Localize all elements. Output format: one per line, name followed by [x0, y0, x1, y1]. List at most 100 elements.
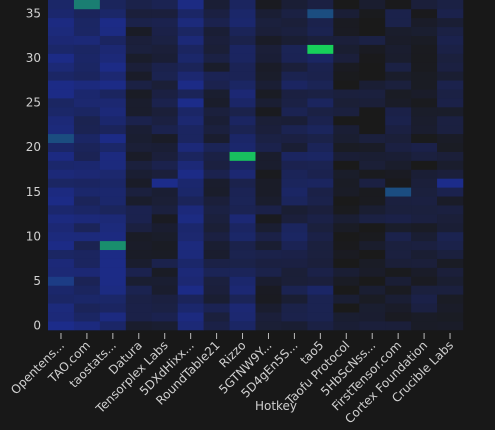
heatmap-cell: [177, 258, 204, 268]
heatmap-cell: [48, 26, 75, 36]
heatmap-cell: [359, 53, 386, 63]
heatmap-cell: [48, 276, 75, 286]
heatmap-cell: [73, 26, 101, 36]
heatmap-cell: [151, 249, 178, 259]
heatmap-cell: [177, 80, 204, 90]
heatmap-cell: [359, 26, 386, 36]
heatmap-cell: [281, 178, 308, 188]
heatmap-cell: [333, 178, 360, 188]
heatmap-cell: [255, 267, 282, 277]
heatmap-cell: [307, 44, 334, 54]
heatmap-cell: [48, 44, 75, 54]
heatmap-cell: [125, 321, 153, 331]
heatmap-cell: [411, 17, 438, 28]
heatmap-cell: [281, 222, 308, 233]
heatmap-cell: [203, 44, 230, 54]
heatmap-cell: [73, 196, 101, 206]
heatmap-cell: [203, 294, 230, 304]
heatmap-cell: [411, 187, 438, 197]
heatmap-cell: [229, 258, 256, 268]
heatmap-cell: [255, 321, 282, 331]
heatmap-cell: [203, 0, 230, 10]
heatmap-cell: [411, 98, 438, 108]
heatmap-cell: [307, 196, 334, 206]
y-tick-label: 35: [26, 6, 41, 20]
heatmap-cell: [359, 142, 386, 152]
heatmap-cell: [333, 133, 360, 143]
heatmap-cell: [125, 71, 153, 81]
heatmap-cell: [385, 258, 412, 268]
heatmap-cell: [151, 196, 178, 206]
heatmap-cell: [48, 258, 75, 268]
heatmap-cell: [203, 187, 230, 197]
heatmap-cell: [203, 196, 230, 206]
heatmap-cell: [125, 276, 153, 286]
heatmap-cell: [385, 267, 412, 277]
heatmap-cell: [437, 258, 464, 268]
heatmap-cell: [437, 133, 464, 143]
heatmap-cell: [203, 321, 230, 331]
heatmap-cell: [151, 285, 178, 295]
heatmap-cell: [333, 321, 360, 331]
heatmap-cell: [151, 107, 178, 117]
heatmap-cell: [281, 151, 308, 161]
heatmap-cell: [385, 44, 412, 54]
heatmap-cell: [359, 285, 386, 295]
heatmap-cell: [307, 240, 334, 251]
heatmap-cell: [229, 98, 256, 108]
heatmap-cell: [229, 151, 256, 161]
heatmap-cell: [229, 214, 256, 224]
heatmap-cell: [99, 124, 127, 135]
heatmap-cell: [73, 249, 101, 259]
heatmap-cell: [73, 62, 101, 72]
heatmap-cell: [255, 26, 282, 36]
heatmap-cell: [385, 312, 412, 322]
heatmap-cell: [255, 160, 282, 170]
heatmap-cell: [73, 178, 101, 188]
heatmap-cell: [437, 321, 464, 331]
heatmap-cell: [281, 258, 308, 268]
heatmap-cell: [385, 169, 412, 179]
heatmap-cell: [411, 8, 438, 19]
heatmap-cell: [151, 222, 178, 233]
heatmap-cell: [359, 17, 386, 28]
heatmap-cell: [177, 98, 204, 108]
heatmap-cell: [48, 124, 75, 135]
heatmap-cell: [203, 222, 230, 233]
heatmap-cell: [307, 276, 334, 286]
heatmap-cell: [151, 205, 178, 215]
heatmap-cell: [99, 267, 127, 277]
heatmap-cell: [48, 214, 75, 224]
heatmap-cell: [385, 249, 412, 259]
heatmap-cell: [177, 240, 204, 251]
heatmap-cell: [99, 169, 127, 179]
heatmap-cell: [255, 80, 282, 90]
heatmap-cell: [203, 178, 230, 188]
heatmap-cell: [333, 115, 360, 126]
heatmap-cell: [307, 124, 334, 135]
heatmap-cell: [255, 35, 282, 45]
heatmap-cell: [125, 231, 153, 242]
heatmap-cell: [437, 8, 464, 19]
heatmap-cell: [281, 107, 308, 117]
heatmap-cell: [359, 151, 386, 161]
heatmap-cell: [203, 89, 230, 99]
heatmap-cell: [229, 178, 256, 188]
heatmap-cell: [385, 321, 412, 331]
heatmap-cell: [333, 231, 360, 242]
heatmap-cell: [203, 62, 230, 72]
heatmap-cell: [48, 71, 75, 81]
heatmap-cell: [333, 294, 360, 304]
heatmap-cell: [281, 312, 308, 322]
heatmap-cell: [177, 303, 204, 313]
heatmap-cell: [359, 98, 386, 108]
heatmap-cell: [99, 0, 127, 10]
heatmap-cell: [411, 222, 438, 233]
heatmap-cell: [281, 0, 308, 10]
heatmap-cell: [99, 294, 127, 304]
heatmap-cell: [125, 187, 153, 197]
heatmap-cell: [125, 89, 153, 99]
heatmap-cell: [281, 285, 308, 295]
heatmap-cell: [359, 222, 386, 233]
heatmap-cell: [281, 187, 308, 197]
